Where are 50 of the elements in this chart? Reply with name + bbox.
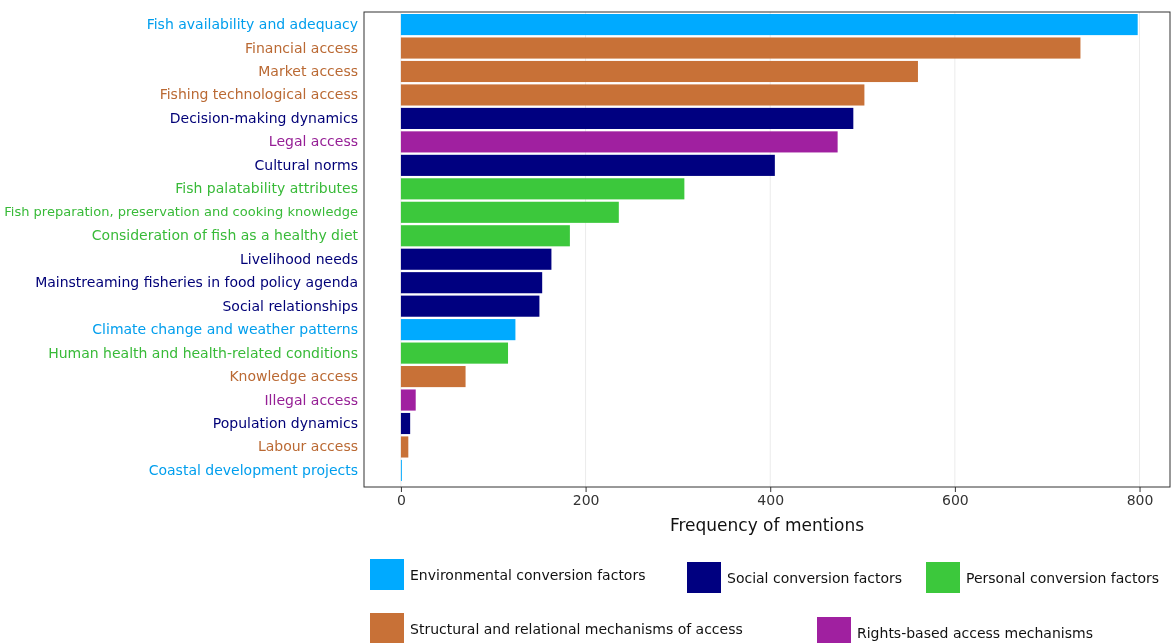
x-tick-label: 800 [1126,491,1154,508]
x-tick-label: 200 [572,491,600,508]
bar [400,295,540,317]
legend-label: Personal conversion factors [966,570,1160,586]
y-tick-label: Labour access [257,438,358,455]
legend-label: Social conversion factors [727,570,903,586]
y-tick-label: Human health and health-related conditions [48,344,358,361]
x-axis-title: Frequency of mentions [669,515,865,535]
y-tick-label: Population dynamics [212,414,358,431]
bar [400,248,552,270]
y-tick-label: Financial access [245,39,358,56]
y-tick-label: Social relationships [222,297,358,314]
bar [400,131,838,153]
y-tick-label: Fishing technological access [159,86,358,103]
x-tick-label: 600 [942,491,969,508]
y-tick-label: Legal access [268,133,358,150]
bar [400,37,1081,59]
bar [400,366,466,388]
bar [400,412,411,435]
bar [400,389,416,411]
bar [400,107,854,129]
y-tick-label: Mainstreaming fisheries in food policy agenda [35,274,358,291]
x-tick-label: 400 [757,491,785,508]
bar [400,436,409,458]
y-tick-label: Livelihood needs [240,250,358,267]
y-tick-label: Illegal access [264,391,358,408]
y-tick-label: Decision-making dynamics [169,109,358,126]
y-tick-label: Fish availability and adequacy [146,16,358,33]
legend-label: Environmental conversion factors [410,567,646,583]
y-tick-label: Cultural norms [254,156,358,173]
y-tick-label: Fish palatability attributes [175,180,358,197]
bar [400,225,570,247]
bar [400,14,1138,36]
bar [400,342,509,364]
legend-label: Rights-based access mechanisms [857,625,1093,641]
y-tick-label: Consideration of fish as a healthy diet [91,227,359,244]
y-tick-label: Coastal development projects [148,461,358,478]
bar [400,319,516,341]
y-tick-label: Fish preparation, preservation and cooking knowledge [4,204,358,220]
y-tick-label: Market access [258,62,358,79]
y-tick-label: Knowledge access [229,368,358,385]
bar [400,60,918,83]
y-tick-label: Climate change and weather patterns [92,321,358,338]
x-tick-label: 0 [396,491,406,508]
bar [400,201,619,223]
bar [400,272,543,294]
legend-label: Structural and relational mechanisms of access [410,621,743,637]
bar [400,84,865,106]
bar [400,178,685,200]
bar [400,154,775,176]
